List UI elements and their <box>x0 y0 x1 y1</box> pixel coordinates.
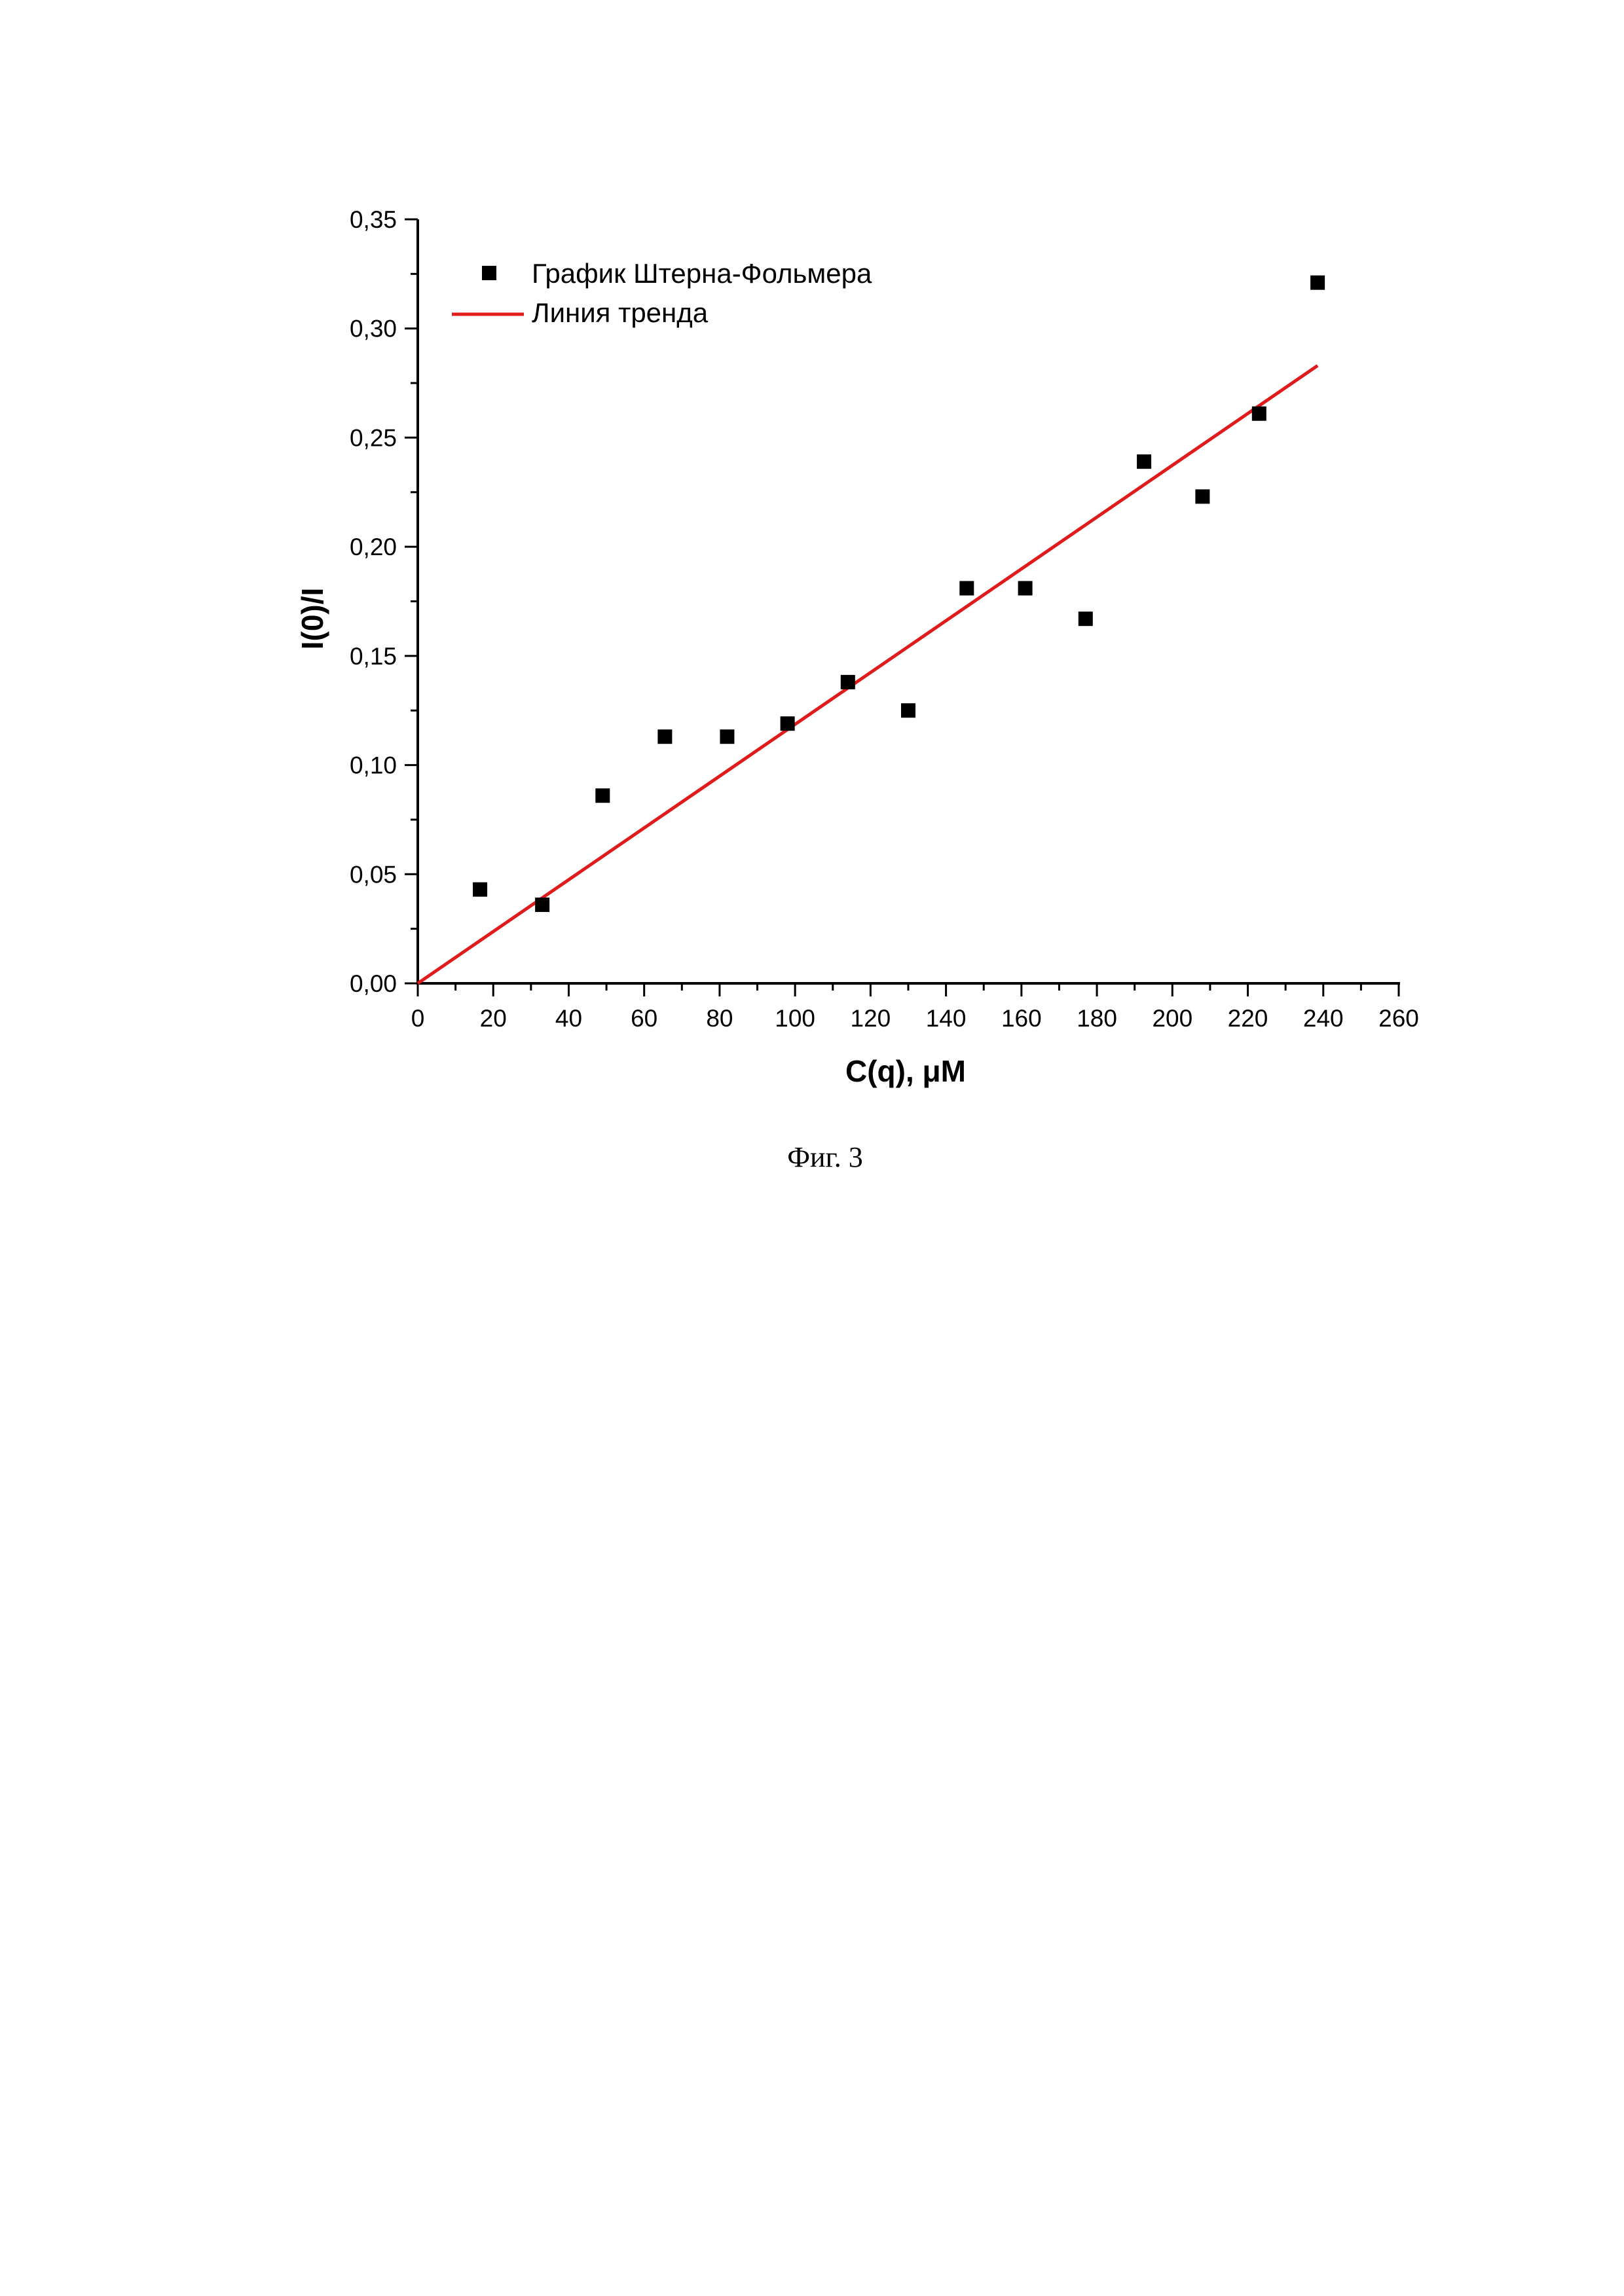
x-tick-label: 100 <box>775 1005 815 1032</box>
data-point <box>657 729 672 744</box>
x-tick-label: 260 <box>1378 1005 1419 1032</box>
data-point <box>473 883 487 897</box>
x-tick-label: 200 <box>1152 1005 1192 1032</box>
x-tick-label: 140 <box>926 1005 967 1032</box>
data-point <box>1079 611 1093 626</box>
y-axis-title: I(0)/I <box>295 588 329 650</box>
figure-caption: Фиг. 3 <box>655 1140 995 1174</box>
data-point <box>901 703 915 718</box>
y-tick-label: 0,25 <box>350 424 397 451</box>
axes <box>418 219 1400 985</box>
y-tick-label: 0,30 <box>350 316 397 342</box>
legend: График Штерна-Фольмера Линия тренда <box>452 258 872 328</box>
data-point <box>1018 581 1033 595</box>
legend-marker-scatter <box>482 266 496 280</box>
x-tick-label: 240 <box>1303 1005 1344 1032</box>
y-tick-label: 0,15 <box>350 643 397 670</box>
x-axis-title: C(q), μM <box>845 1054 966 1088</box>
y-tick-label: 0,05 <box>350 861 397 888</box>
data-point <box>781 716 795 731</box>
plot-area <box>418 276 1325 983</box>
data-point <box>535 898 549 912</box>
data-point <box>595 788 610 803</box>
data-point <box>1252 407 1266 421</box>
x-tick-label: 0 <box>411 1005 425 1032</box>
data-point <box>959 581 974 595</box>
x-tick-label: 40 <box>555 1005 582 1032</box>
data-point <box>841 675 855 689</box>
x-tick-label: 80 <box>706 1005 733 1032</box>
x-tick-label: 20 <box>480 1005 507 1032</box>
data-point <box>1137 454 1151 469</box>
data-point <box>1310 276 1325 290</box>
y-axis-ticks: 0,00 0,05 0,10 0,15 0,20 0,25 0,30 0,35 <box>350 206 418 997</box>
x-axis-ticks: 0 20 40 60 80 100 120 140 160 180 200 220 240 260 <box>411 983 1419 1032</box>
trend-line <box>418 365 1318 983</box>
data-point <box>1195 489 1209 503</box>
x-tick-label: 160 <box>1001 1005 1042 1032</box>
legend-label-line: Линия тренда <box>532 297 709 328</box>
legend-label-scatter: График Штерна-Фольмера <box>532 258 872 289</box>
y-tick-label: 0,35 <box>350 206 397 233</box>
data-point <box>720 729 734 744</box>
y-tick-label: 0,10 <box>350 752 397 779</box>
x-tick-label: 180 <box>1077 1005 1117 1032</box>
x-tick-label: 120 <box>851 1005 891 1032</box>
x-tick-label: 60 <box>631 1005 657 1032</box>
x-tick-label: 220 <box>1228 1005 1268 1032</box>
y-tick-label: 0,00 <box>350 970 397 997</box>
y-tick-label: 0,20 <box>350 534 397 560</box>
